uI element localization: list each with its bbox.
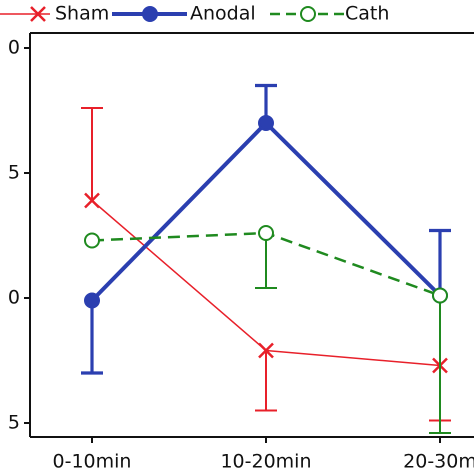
data-point [258, 342, 274, 359]
legend-label: Cath [345, 3, 389, 25]
error-bar [255, 350, 277, 412]
legend-label: Sham [55, 3, 109, 25]
legend-marker [142, 6, 158, 22]
legend-marker [300, 6, 316, 22]
legend-marker [30, 6, 46, 22]
error-bar [81, 107, 103, 201]
error-bar [429, 295, 451, 434]
x-tick-label: 20-30m [403, 451, 474, 473]
data-point [84, 232, 100, 249]
x-tick-label: 0-10min [53, 451, 132, 473]
legend-label: Anodal [190, 3, 256, 25]
x-tick-label: 10-20min [220, 451, 311, 473]
data-point [84, 292, 100, 309]
error-bar [81, 300, 103, 375]
error-bar [429, 228, 451, 296]
y-tick-label: 5 [8, 412, 20, 434]
y-tick-label: 0 [8, 37, 20, 59]
y-tick-label: 5 [8, 162, 20, 184]
data-point [84, 192, 100, 209]
data-point [432, 287, 448, 304]
data-point [258, 225, 274, 241]
data-point [258, 115, 274, 131]
y-tick-label: 0 [8, 287, 20, 309]
error-bar [255, 233, 277, 289]
